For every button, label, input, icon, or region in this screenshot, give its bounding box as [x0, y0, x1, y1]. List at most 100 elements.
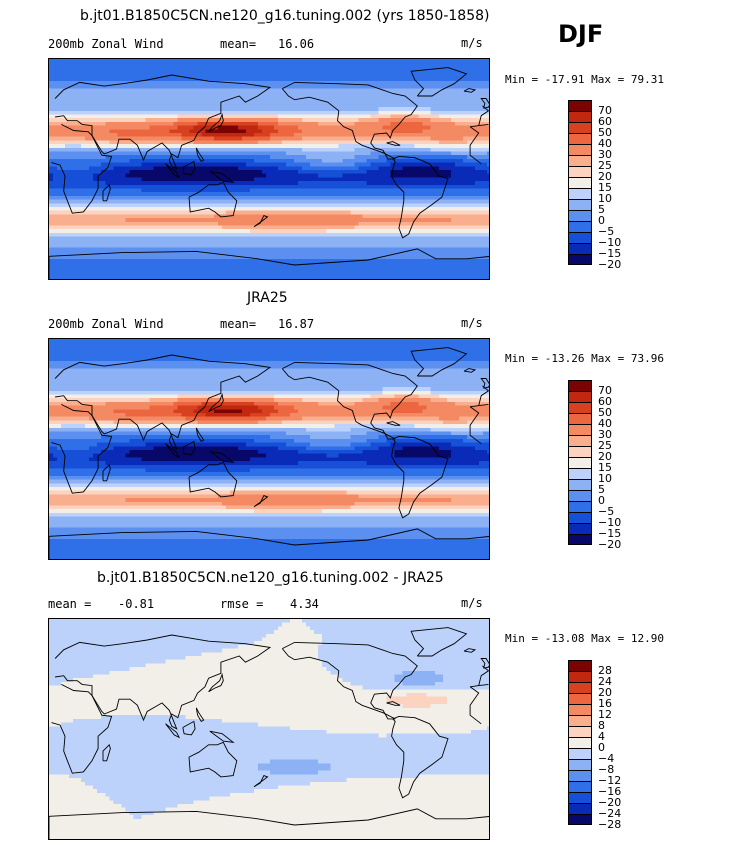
contour-cell	[49, 435, 102, 440]
coastline-japan	[208, 672, 224, 693]
contour-cell	[101, 450, 130, 455]
contour-cell	[322, 663, 489, 668]
contour-cell	[141, 188, 251, 193]
contour-cell	[125, 453, 267, 458]
contour-cell	[306, 446, 355, 451]
contour-cell	[338, 453, 396, 458]
coastline-south-america	[391, 715, 449, 799]
contour-cell	[49, 829, 489, 835]
colorbar-diff: 28 24 20 16 12 8 4 0 −4 −8 −12 −16 −20 −24 −28	[568, 660, 621, 830]
contour-cell	[330, 767, 489, 772]
contour-cell	[49, 110, 380, 116]
contour-cell	[49, 188, 143, 193]
contour-cell	[49, 700, 388, 705]
contour-cell	[181, 136, 215, 141]
contour-cell	[434, 681, 489, 687]
contour-cell	[418, 774, 489, 779]
contour-cell	[358, 221, 489, 227]
colorbar-level-label: −20	[598, 796, 622, 809]
contour-cell	[197, 121, 259, 127]
colorbar-swatch	[568, 660, 592, 671]
contour-cell	[61, 722, 259, 727]
contour-cell	[257, 405, 275, 410]
colorbar-level-label: 25	[598, 159, 612, 172]
contour-cell	[49, 229, 251, 234]
contour-cell	[438, 394, 489, 399]
contour-cell	[49, 778, 82, 783]
contour-cell	[386, 696, 448, 701]
contour-cell	[322, 509, 489, 514]
diff-mean-value: -0.81	[118, 597, 155, 611]
contour-cell	[149, 405, 179, 410]
contour-cell	[113, 166, 155, 171]
contour-cell	[49, 244, 489, 249]
contour-cell	[350, 427, 432, 433]
contour-cell	[49, 136, 86, 141]
coastline-sumatra	[165, 163, 181, 179]
contour-cell	[49, 815, 134, 820]
contour-cell	[49, 210, 227, 215]
contour-cell	[129, 158, 255, 164]
contour-cell	[73, 718, 223, 724]
contour-cell	[430, 110, 489, 116]
contour-cell	[290, 413, 489, 418]
contour-cell	[49, 744, 489, 750]
contour-cell	[274, 394, 372, 399]
contour-cell	[438, 114, 489, 119]
contour-cell	[49, 722, 62, 727]
contour-cell	[49, 527, 489, 532]
contour-cell	[97, 442, 147, 447]
panel-title-model: b.jt01.B1850C5CN.ne120_g16.tuning.002 (y…	[80, 8, 490, 24]
contour-cell	[378, 733, 388, 738]
contour-cell	[57, 446, 90, 451]
contour-cell	[270, 413, 291, 418]
colorbar-swatch	[568, 704, 592, 715]
contour-cell	[49, 88, 489, 93]
contour-cell	[141, 815, 489, 820]
contour-cell	[49, 162, 102, 167]
coastline-africa	[469, 686, 482, 725]
contour-cell	[229, 490, 347, 495]
contour-cell	[370, 151, 452, 156]
contour-cell	[390, 162, 456, 167]
contour-cell	[141, 162, 247, 167]
contour-cell	[282, 622, 307, 627]
contour-cell	[49, 730, 327, 735]
contour-cell	[49, 177, 54, 182]
contour-cell	[49, 693, 408, 698]
contour-cell	[49, 277, 489, 279]
colorbar-level-label: 40	[598, 137, 612, 150]
colorbar-level-label: 5	[598, 483, 605, 496]
contour-cell	[93, 177, 143, 182]
contour-cell	[49, 553, 489, 558]
contour-cell	[49, 413, 126, 418]
min-label: Min =	[505, 352, 539, 365]
contour-cell	[49, 207, 489, 212]
contour-cell	[49, 644, 239, 650]
coastline-philippines	[195, 707, 205, 722]
contour-cell	[302, 136, 432, 141]
coastline-madagascar	[102, 743, 111, 762]
contour-cell	[217, 494, 359, 499]
coastline-eurasia	[54, 74, 272, 170]
colorbar-level-label: 60	[598, 115, 612, 128]
contour-cell	[101, 170, 130, 175]
contour-cell	[390, 409, 424, 414]
contour-cell	[49, 398, 151, 403]
colorbar-swatch	[568, 122, 592, 133]
contour-cell	[278, 626, 311, 631]
contour-cell	[270, 133, 295, 138]
units-label-obs: m/s	[461, 316, 483, 330]
contour-cell	[49, 689, 489, 694]
contour-cell	[49, 483, 489, 488]
coastline-britain	[480, 378, 489, 389]
coastline-antarctica	[49, 808, 489, 826]
coastline-borneo	[182, 160, 196, 176]
colorbar-level-label: 15	[598, 461, 612, 474]
contour-cell	[257, 450, 299, 455]
min-max-obs: Min = -13.26 Max = 73.96	[505, 352, 664, 365]
contour-cell	[346, 490, 489, 495]
contour-cell	[49, 372, 489, 377]
contour-cell	[49, 633, 267, 639]
contour-cell	[81, 778, 347, 783]
